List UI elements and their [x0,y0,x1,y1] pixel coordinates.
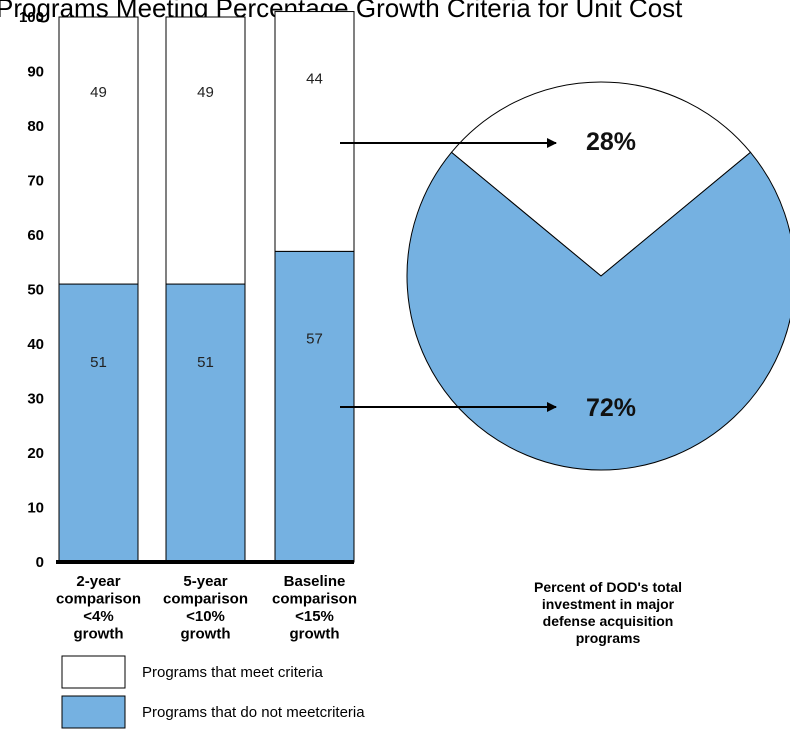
y-tick-label: 50 [27,282,44,299]
category-label: <15% [295,608,334,625]
bar-value-label: 49 [197,84,214,101]
bar-segment [58,16,139,285]
bar-segment [58,283,139,563]
category-label: comparison [272,591,357,608]
bar-segment [165,16,246,285]
bar-value-label: 51 [197,354,214,371]
bar-value-label: 57 [306,330,323,347]
pie-caption: defense acquisition [543,613,674,629]
y-tick-label: 40 [27,336,44,353]
bar-value-label: 44 [306,71,323,88]
y-tick-label: 60 [27,227,44,244]
category-label: 5-year [183,573,227,590]
category-label: growth [181,626,231,643]
y-tick-label: 100 [19,9,44,26]
category-label: 2-year [76,573,120,590]
bar-segment [165,283,246,563]
pie-slice [406,151,790,471]
category-label: growth [74,626,124,643]
y-tick-label: 80 [27,118,44,135]
pie-caption: Percent of DOD's total [534,579,682,595]
bar-chart: 0 10 20 30 40 50 60 70 80 90 100 51 51 57 49 49 44 2-year… [19,9,357,643]
category-label: comparison [163,591,248,608]
legend-swatch [61,655,126,689]
pie-slice-label: 72% [586,394,636,422]
pie-slice [450,81,752,277]
legend-label: Programs that do not meetcriteria [142,704,365,721]
y-tick-label: 10 [27,500,44,517]
y-tick-label: 0 [36,554,44,571]
category-label: <4% [83,608,113,625]
y-tick-label: 30 [27,391,44,408]
bar-segment [274,11,355,252]
category-label: <10% [186,608,225,625]
pie-slice-label: 28% [586,128,636,156]
pie-caption: programs [576,630,641,646]
y-tick-label: 20 [27,445,44,462]
y-tick-label: 90 [27,64,44,81]
pie-caption: investment in major [542,596,675,612]
legend-swatch [61,695,126,729]
bar-value-label: 49 [90,84,107,101]
legend-label: Programs that meet criteria [142,664,324,681]
legend: Programs that meet criteria Programs that… [61,655,365,729]
category-label: comparison [56,591,141,608]
category-label: growth [290,626,340,643]
category-label: Baseline [284,573,346,590]
y-tick-label: 70 [27,173,44,190]
bar-value-label: 51 [90,354,107,371]
